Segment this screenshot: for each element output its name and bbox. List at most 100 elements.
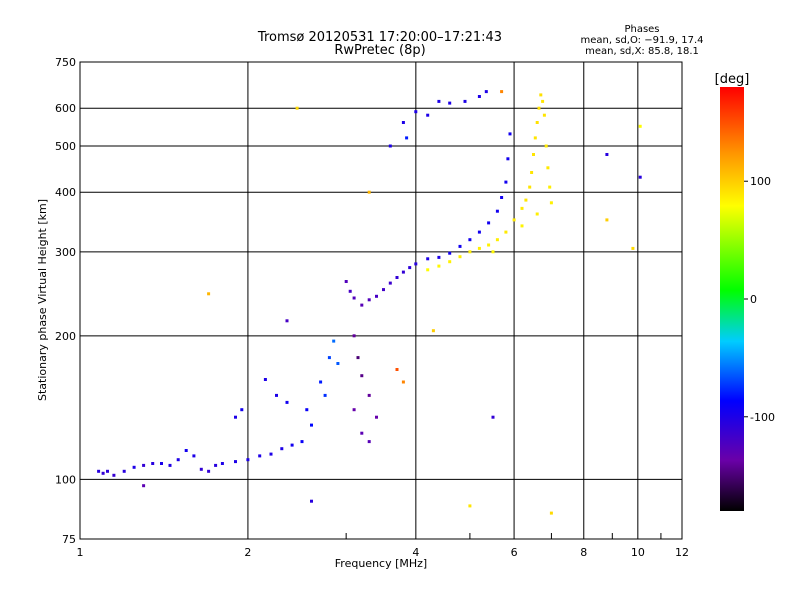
data-point-o-mode xyxy=(375,415,378,419)
y-tick-label: 600 xyxy=(55,102,76,115)
data-point-x-mode xyxy=(367,190,371,194)
data-point-o-mode xyxy=(168,463,172,467)
data-point-o-mode xyxy=(184,449,188,452)
data-point-o-mode xyxy=(234,415,237,419)
data-point-o-mode xyxy=(414,110,418,114)
data-point-x-mode xyxy=(295,106,299,110)
y-tick-label: 75 xyxy=(62,533,76,546)
data-point-o-mode xyxy=(360,431,364,435)
data-point-o-mode xyxy=(638,175,642,179)
data-point-x-mode xyxy=(548,185,552,189)
x-axis-ticks: 1 2 4 6 8 10 12 xyxy=(77,533,689,559)
x-tick-label: 12 xyxy=(675,546,689,559)
x-tick-label: 2 xyxy=(244,546,251,559)
data-point-x-mode xyxy=(431,329,435,333)
data-point-x-mode xyxy=(468,504,472,508)
data-point-o-mode xyxy=(414,262,418,266)
data-point-o-mode xyxy=(285,400,289,404)
data-point-o-mode xyxy=(305,408,309,412)
data-point-o-mode xyxy=(142,484,146,488)
chart-title: Tromsø 20120531 17:20:00–17:21:43 xyxy=(257,30,502,45)
chart-subtitle: RwPretec (8p) xyxy=(334,43,425,58)
data-point-x-mode xyxy=(544,144,548,148)
data-point-o-mode xyxy=(367,440,371,444)
y-axis-ticks: 75 100 200 300 400 500 600 750 xyxy=(55,56,76,546)
data-point-o-mode xyxy=(246,458,250,462)
y-tick-label: 200 xyxy=(55,330,76,343)
plot-frame xyxy=(79,61,683,540)
data-point-x-mode xyxy=(504,230,508,234)
data-point-o-mode xyxy=(275,393,278,397)
colorbar-tick-label: 100 xyxy=(750,175,771,188)
data-point-o-mode xyxy=(344,280,348,283)
data-point-o-mode xyxy=(269,452,273,456)
data-point-x-mode xyxy=(541,99,545,103)
data-point-o-mode xyxy=(122,469,126,473)
y-tick-label: 300 xyxy=(55,246,76,259)
colorbar xyxy=(720,87,744,511)
x-tick-label: 1 xyxy=(77,546,84,559)
colorbar-tick-label: -100 xyxy=(750,411,775,424)
data-point-x-mode xyxy=(549,511,553,515)
data-point-o-mode xyxy=(375,294,378,298)
data-point-x-mode xyxy=(487,243,491,247)
data-point-o-mode xyxy=(319,380,323,384)
data-point-o-mode xyxy=(360,374,364,378)
data-point-o-mode xyxy=(106,469,109,473)
data-point-x-mode xyxy=(542,113,546,117)
data-point-o-mode xyxy=(323,393,327,397)
data-point-o-mode xyxy=(280,447,284,451)
data-point-o-mode xyxy=(352,334,356,338)
data-point-o-mode xyxy=(405,136,409,140)
data-point-o-mode xyxy=(360,303,364,307)
data-point-o-mode xyxy=(401,270,405,274)
stats-heading: Phases xyxy=(624,24,659,35)
data-point-o-mode xyxy=(388,281,392,285)
x-tick-label: 6 xyxy=(511,546,518,559)
data-point-o-mode xyxy=(408,266,412,270)
data-point-x-mode xyxy=(426,268,430,272)
data-point-o-mode xyxy=(192,454,196,458)
data-point-x-mode xyxy=(437,264,441,268)
data-point-x-mode xyxy=(524,198,528,202)
data-point-o-mode xyxy=(348,289,352,293)
data-point-o-mode xyxy=(220,462,224,465)
data-point-x-mode xyxy=(631,246,635,250)
data-point-o-mode xyxy=(448,101,452,105)
data-point-o-mode xyxy=(463,99,467,103)
data-point-x-mode xyxy=(533,136,537,140)
data-point-o-mode xyxy=(484,90,488,94)
data-point-x-mode xyxy=(491,250,495,254)
data-point-o-mode xyxy=(285,319,289,323)
x-axis-label: Frequency [MHz] xyxy=(335,557,427,570)
data-point-o-mode xyxy=(332,339,336,343)
data-point-o-mode xyxy=(506,157,510,161)
x-tick-label: 8 xyxy=(580,546,587,559)
data-point-x-mode xyxy=(448,260,452,264)
data-point-o-mode xyxy=(487,221,491,225)
data-points xyxy=(97,90,642,515)
data-point-o-mode xyxy=(426,113,430,117)
data-point-x-mode xyxy=(500,90,504,94)
data-point-o-mode xyxy=(160,462,163,465)
stats-o-mode: mean, sd,O: −91.9, 17.4 xyxy=(581,35,704,46)
data-point-o-mode xyxy=(388,144,392,148)
data-point-x-mode xyxy=(638,124,642,128)
y-axis-label: Stationary phase Virtual Height [km] xyxy=(36,199,49,401)
x-tick-label: 4 xyxy=(412,546,419,559)
data-point-o-mode xyxy=(352,296,356,300)
data-point-x-mode xyxy=(401,380,405,384)
data-point-x-mode xyxy=(207,292,211,296)
data-point-o-mode xyxy=(426,257,430,261)
data-point-x-mode xyxy=(539,93,543,97)
data-point-x-mode xyxy=(537,106,541,110)
data-point-o-mode xyxy=(112,473,116,477)
data-point-o-mode xyxy=(500,196,504,199)
data-point-o-mode xyxy=(214,463,218,467)
y-tick-label: 750 xyxy=(55,56,76,69)
data-point-o-mode xyxy=(300,440,304,444)
data-point-o-mode xyxy=(97,469,101,473)
data-point-x-mode xyxy=(520,224,524,228)
data-point-x-mode xyxy=(458,255,462,259)
y-tick-label: 100 xyxy=(55,473,76,486)
